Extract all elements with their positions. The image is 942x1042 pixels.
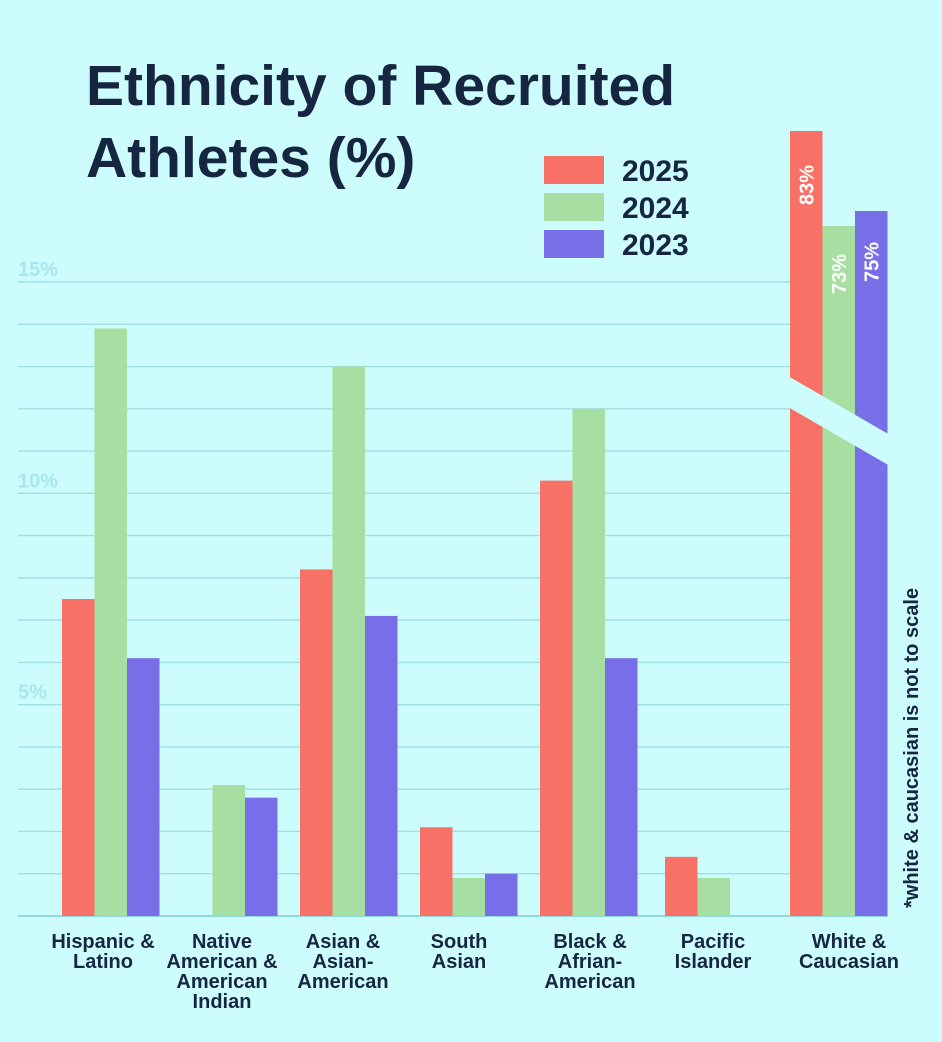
x-tick-label-line: Afrian- [558,951,622,973]
legend-label-2024: 2024 [622,192,689,225]
axis-break [788,376,890,466]
bar-2024 [572,408,605,916]
x-tick-label-line: South [431,931,488,953]
bar-2023 [485,873,518,916]
bar-2024 [212,784,245,916]
bar-2025 [420,827,453,916]
x-tick-label-line: Hispanic & [51,931,154,953]
x-tick-label-line: American [297,971,388,993]
x-tick-label-line: Indian [193,991,252,1013]
bar-2023 [365,615,398,916]
x-tick-label: Hispanic & Latino [51,931,154,973]
y-tick-label: 5% [18,682,47,704]
bar-2023 [245,797,278,916]
data-label: 83% [796,165,818,205]
y-tick-label: 10% [18,470,58,492]
data-label: 73% [829,254,851,294]
chart-title: Athletes (%) [86,126,415,190]
x-tick-label-line: White & [812,931,886,953]
bar-2024 [94,328,127,916]
bar-2023 [127,658,160,916]
x-tick-label-line: Latino [73,951,133,973]
x-tick-label: South Asian [431,931,488,973]
bar-2023-white-caucasian [855,211,888,916]
legend-label-2025: 2025 [622,155,689,188]
bar-2024 [452,877,485,916]
legend-swatch-2024 [544,193,604,221]
x-tick-label-line: American & [166,951,277,973]
bar-2024 [697,877,730,916]
x-tick-label: White & Caucasian [799,931,899,973]
bar-2023 [605,658,638,916]
x-tick-label: Black & Afrian-American [544,931,635,993]
y-tick-label: 15% [18,259,58,281]
x-tick-label-line: Islander [675,951,752,973]
x-tick-label-line: Black & [553,931,626,953]
data-label: 75% [861,242,883,282]
bar-2024-white-caucasian [822,226,855,916]
x-tick-label-line: American [176,971,267,993]
not-to-scale-note: *white & caucasian is not to scale [901,588,923,908]
x-tick-label-line: American [544,971,635,993]
x-tick-label: Asian & Asian-American [297,931,388,993]
x-tick-label-line: Caucasian [799,951,899,973]
x-tick-label-line: Asian & [306,931,380,953]
legend-swatch-2023 [544,230,604,258]
bar-2025 [62,599,95,916]
x-tick-label-line: Asian- [312,951,373,973]
x-tick-label-line: Pacific [681,931,745,953]
bar-2025 [665,856,698,916]
bar-2025-white-caucasian [790,131,823,916]
x-tick-label: Pacific Islander [675,931,752,973]
bar-2024 [332,366,365,916]
legend-swatch-2025 [544,156,604,184]
legend-label-2023: 2023 [622,229,689,262]
x-tick-label-line: Native [192,931,252,953]
bar-2025 [540,480,573,916]
chart-title: Ethnicity of Recruited [86,54,675,118]
x-tick-label: Native American & American Indian [166,931,277,1013]
x-tick-label-line: Asian [432,951,486,973]
bar-2025 [300,569,333,916]
